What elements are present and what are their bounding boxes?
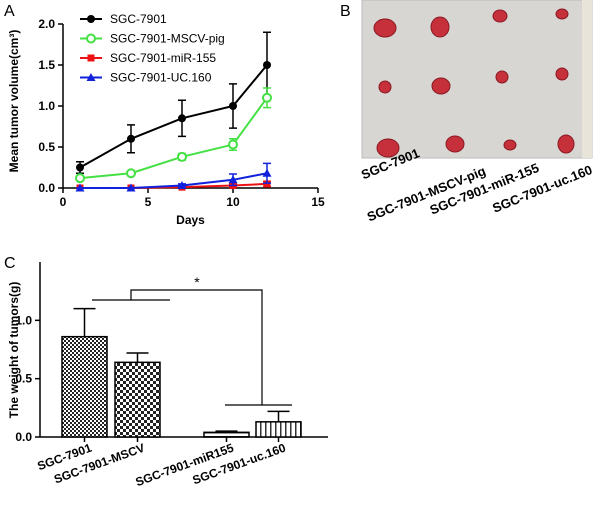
marker (126, 183, 136, 192)
marker (178, 114, 186, 123)
marker (263, 180, 271, 188)
legend-marker (86, 73, 96, 81)
y-tick-label: 0.5 (15, 372, 32, 386)
marker (75, 173, 85, 184)
x-tick-label: 15 (311, 195, 325, 209)
legend-label: SGC-7901 (110, 12, 167, 26)
legend-label: SGC-7901-MSCV-pig (110, 32, 225, 46)
marker (262, 92, 272, 103)
photo-label: SGC-7901-uc.160 (490, 162, 594, 216)
bar (255, 421, 302, 438)
marker (263, 61, 271, 69)
y-axis-label: The weight of tumors(g) (7, 282, 21, 419)
legend-marker (86, 33, 96, 44)
significance-star: * (194, 274, 200, 290)
significance-bracket (92, 289, 292, 406)
legend-label: SGC-7901-UC.160 (110, 71, 212, 85)
panel-label: A (4, 3, 15, 20)
marker (76, 163, 84, 172)
x-tick-label: 5 (145, 195, 152, 209)
marker (228, 139, 238, 150)
marker (75, 183, 85, 192)
y-tick-label: 1.0 (38, 99, 55, 113)
error-bar (126, 352, 149, 363)
marker (228, 175, 238, 184)
legend-label: SGC-7901-miR-155 (110, 51, 216, 65)
error-bar (73, 307, 96, 337)
panel-label: C (4, 255, 16, 272)
marker (126, 168, 136, 179)
y-tick-label: 2.0 (38, 17, 55, 31)
legend-marker (87, 15, 95, 23)
y-tick-label: 0.0 (38, 181, 55, 195)
marker (127, 134, 135, 143)
marker (262, 168, 272, 177)
y-tick-label: 0.0 (15, 430, 32, 444)
marker (177, 181, 187, 190)
x-axis-label: Days (176, 213, 205, 227)
line (79, 97, 268, 180)
bar (61, 335, 108, 438)
y-tick-label: 0.5 (38, 140, 55, 154)
bar (203, 431, 250, 438)
x-tick-label: 0 (60, 195, 67, 209)
series (75, 87, 272, 184)
tumor-photo (361, 0, 593, 159)
bar (114, 361, 161, 438)
series (75, 162, 272, 192)
panel-label: B (340, 3, 351, 20)
y-tick-label: 1.5 (38, 58, 55, 72)
y-tick-label: 1.0 (15, 313, 32, 327)
x-tick-label: 10 (226, 195, 240, 209)
legend-marker (87, 54, 95, 62)
error-bar (267, 410, 290, 422)
y-axis-label: Mean tumor volume(cm³) (7, 30, 21, 173)
marker (177, 151, 187, 162)
marker (229, 102, 237, 110)
